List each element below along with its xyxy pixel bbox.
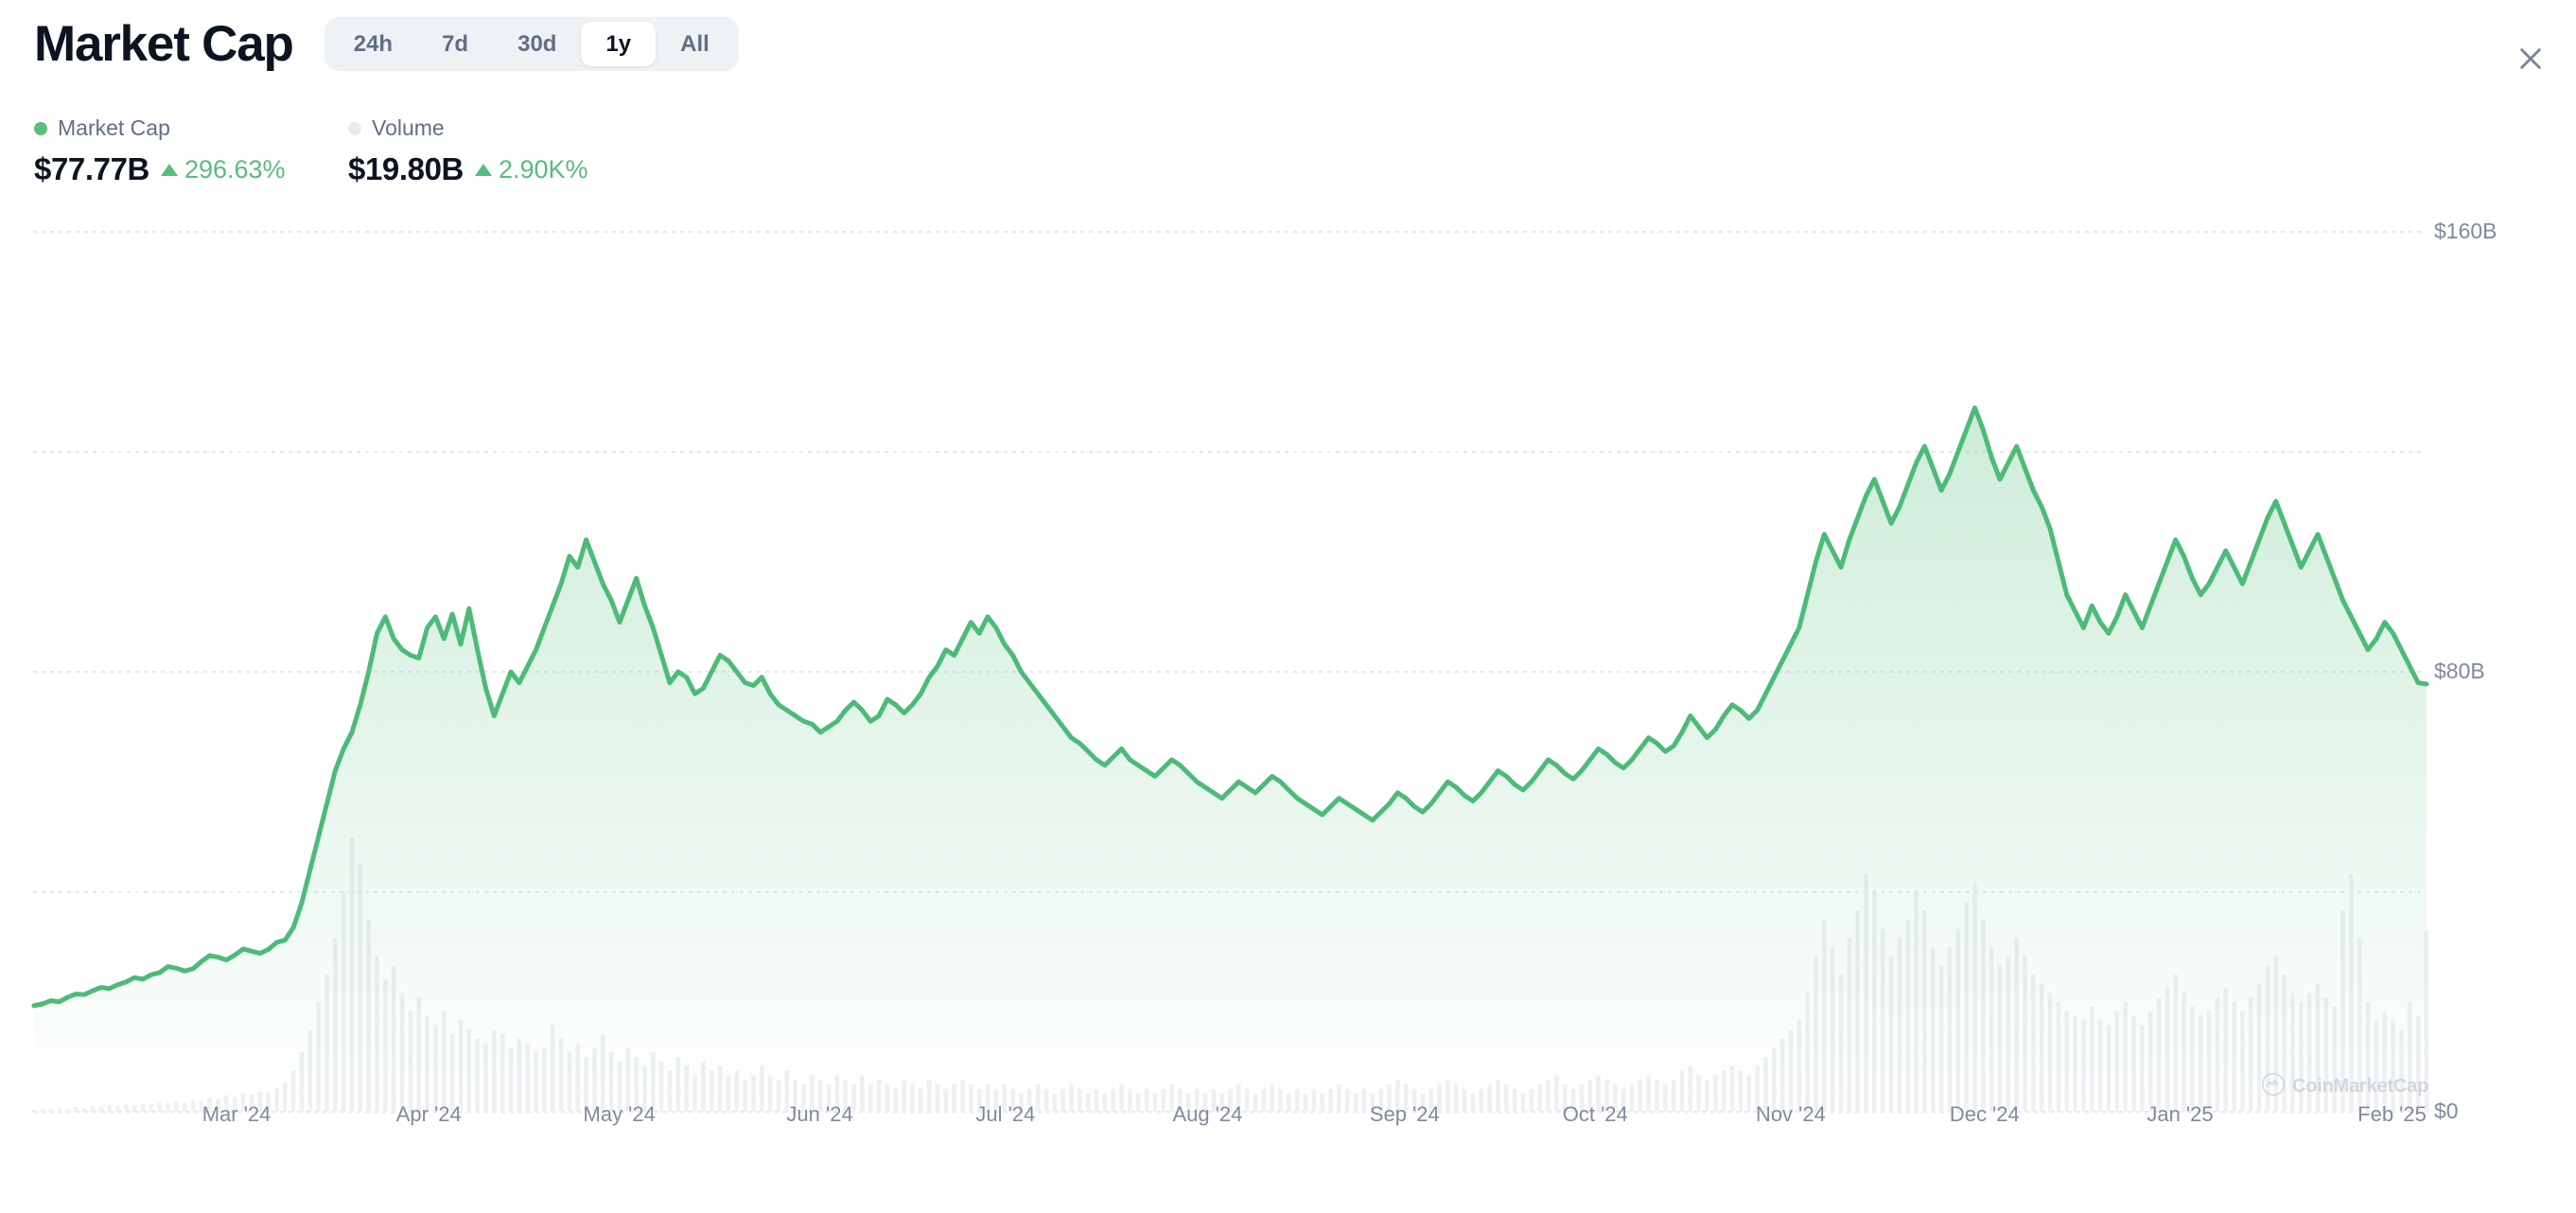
chart-area: [0, 203, 2576, 1150]
x-axis-tick-label: Jan '25: [2147, 1102, 2214, 1126]
legend-dot-icon: [348, 121, 361, 135]
range-button-7d[interactable]: 7d: [417, 22, 493, 66]
x-axis-tick-label: Nov '24: [1755, 1102, 1826, 1126]
range-button-1y[interactable]: 1y: [581, 22, 657, 66]
stat-value: $77.77B: [34, 151, 149, 186]
x-axis-tick-label: Mar '24: [202, 1102, 272, 1126]
stat-change-value: 296.63%: [184, 154, 286, 184]
close-button[interactable]: [2506, 34, 2555, 83]
close-icon: [2515, 44, 2546, 74]
x-axis-tick-label: Sep '24: [1369, 1102, 1440, 1126]
legend-market-cap[interactable]: Market Cap: [34, 115, 348, 141]
legend-label: Market Cap: [58, 115, 170, 140]
x-axis-tick-label: Apr '24: [395, 1102, 462, 1126]
stat-block-market-cap: Market Cap $77.77B 296.63%: [34, 115, 348, 187]
y-axis-tick-label: $80B: [2434, 659, 2485, 683]
x-axis-tick-label: Feb '25: [2357, 1102, 2427, 1126]
caret-up-icon: [160, 163, 178, 176]
legend-volume[interactable]: Volume: [348, 115, 588, 141]
range-button-24h[interactable]: 24h: [329, 22, 417, 66]
x-axis-tick-label: May '24: [583, 1102, 656, 1126]
y-axis-tick-label: $160B: [2434, 219, 2497, 243]
value-line: $77.77B 296.63%: [34, 151, 348, 187]
x-axis-tick-label: Jun '24: [786, 1102, 853, 1126]
market-cap-line[interactable]: [31, 405, 2429, 1009]
stat-change-value: 2.90K%: [498, 154, 588, 184]
x-axis-tick-label: Oct '24: [1562, 1102, 1628, 1126]
range-button-30d[interactable]: 30d: [493, 22, 581, 66]
stat-change: 2.90K%: [474, 154, 588, 185]
x-axis-tick-label: Aug '24: [1172, 1102, 1243, 1126]
market-cap-area-fill: [34, 408, 2427, 1112]
legend-label: Volume: [372, 115, 445, 140]
legend-dot-icon: [34, 121, 47, 135]
value-line: $19.80B 2.90K%: [348, 151, 588, 187]
x-axis-tick-label: Jul '24: [975, 1102, 1036, 1126]
range-button-all[interactable]: All: [656, 22, 734, 66]
stat-value: $19.80B: [348, 151, 464, 186]
stats-legend: Market Cap $77.77B 296.63% Volume $19.80B 2.9…: [34, 115, 588, 187]
caret-up-icon: [474, 163, 492, 176]
page-title: Market Cap: [34, 15, 294, 72]
panel-header: Market Cap 24h 7d 30d 1y All: [34, 17, 739, 71]
stat-block-volume: Volume $19.80B 2.90K%: [348, 115, 588, 187]
x-axis-tick-label: Dec '24: [1949, 1102, 2020, 1126]
x-axis: Mar '24 Apr '24 May '24 Jun '24 Jul '24 Aug '…: [0, 1102, 2576, 1150]
time-range-switch[interactable]: 24h 7d 30d 1y All: [324, 17, 739, 71]
stat-change: 296.63%: [160, 154, 286, 185]
market-cap-area-chart[interactable]: [0, 203, 2576, 1150]
y-axis-tick-label: $0: [2434, 1099, 2459, 1123]
